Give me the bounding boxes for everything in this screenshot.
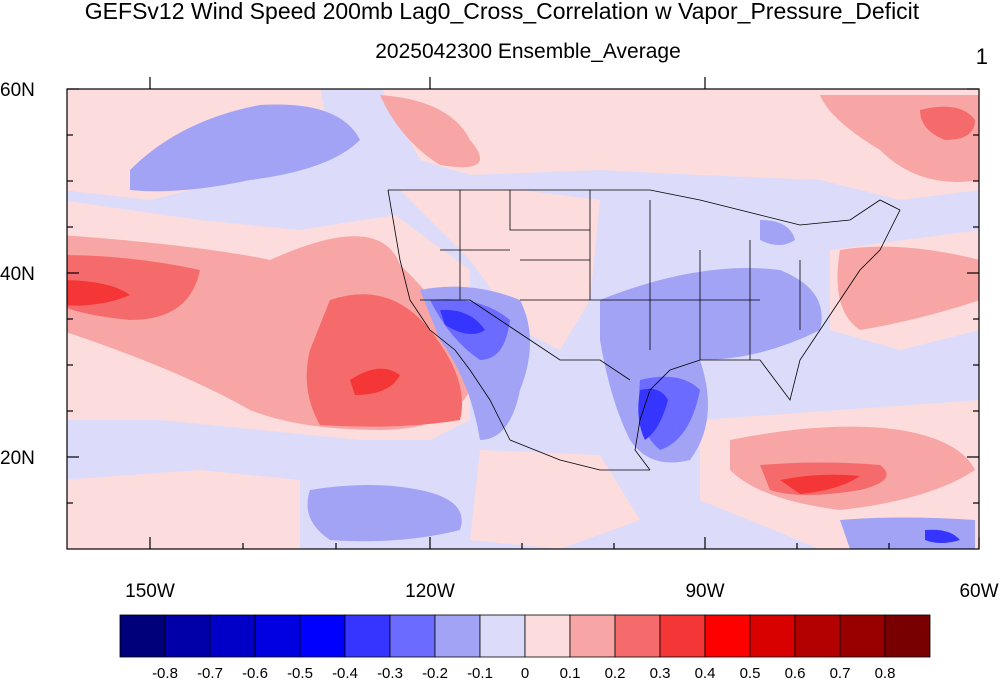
- colorbar-box: [839, 614, 886, 658]
- colorbar-box: [659, 614, 706, 658]
- colorbar-label: 0.1: [560, 665, 581, 682]
- state-boundaries: [440, 190, 801, 360]
- colorbar-box: [794, 614, 841, 658]
- correlation-field: [67, 89, 979, 549]
- colorbar-box: [119, 614, 166, 658]
- lon-label-150w: 150W: [125, 581, 175, 602]
- field-negative-moderate: [307, 485, 462, 542]
- lat-label-40n: 40N: [0, 264, 35, 285]
- colorbar-label: -0.3: [377, 665, 403, 682]
- axis-ticks: [67, 77, 980, 549]
- colorbar-label: 0.7: [830, 665, 851, 682]
- colorbar-box: [389, 614, 436, 658]
- colorbar-label: -0.5: [287, 665, 313, 682]
- field-positive-weak: [67, 470, 300, 549]
- chart-subtitle: 2025042300 Ensemble_Average: [375, 40, 681, 63]
- colorbar-box: [704, 614, 751, 658]
- colorbar-box: [884, 614, 931, 658]
- colorbar-label: -0.1: [467, 665, 493, 682]
- field-positive-strong: [67, 255, 200, 320]
- colorbar-box: [434, 614, 481, 658]
- field-positive-core: [67, 280, 130, 306]
- colorbar-label: -0.8: [152, 665, 178, 682]
- field-negative-moderate: [840, 517, 975, 549]
- colorbar-label: -0.2: [422, 665, 448, 682]
- colorbar-box: [209, 614, 256, 658]
- colorbar-label: -0.7: [197, 665, 223, 682]
- colorbar-label: 0.8: [875, 665, 896, 682]
- field-negative-core: [925, 529, 960, 543]
- colorbar-box: [479, 614, 526, 658]
- border-us-mexico: [420, 299, 631, 381]
- chart-title: GEFSv12 Wind Speed 200mb Lag0_Cross_Corr…: [84, 0, 920, 24]
- lat-label-60n: 60N: [0, 80, 35, 101]
- field-positive-weak: [381, 89, 979, 200]
- lat-label-20n: 20N: [0, 448, 35, 469]
- geographic-boundaries: [387, 189, 901, 471]
- field-negative-core: [440, 309, 485, 334]
- field-positive-core: [350, 368, 400, 395]
- colorbar-label: 0.5: [740, 665, 761, 682]
- colorbar-label: 0.6: [785, 665, 806, 682]
- field-positive-moderate: [380, 95, 480, 168]
- field-positive-strong: [920, 106, 975, 140]
- lon-label-90w: 90W: [685, 581, 724, 602]
- colorbar-label: -0.4: [332, 665, 358, 682]
- colorbar: [119, 614, 931, 658]
- colorbar-label: -0.6: [242, 665, 268, 682]
- coastline-mexico: [509, 439, 650, 471]
- panel-number: 1: [975, 44, 988, 69]
- colorbar-label: 0.4: [695, 665, 716, 682]
- colorbar-box: [749, 614, 796, 658]
- colorbar-labels: -0.8 -0.7 -0.6 -0.5 -0.4 -0.3 -0.2 -0.1 0 0.1 0.2 0…: [152, 665, 895, 682]
- coastline-us: [388, 189, 901, 471]
- lon-label-120w: 120W: [405, 581, 455, 602]
- coastline-west: [387, 189, 511, 441]
- field-positive-weak: [470, 450, 640, 549]
- colorbar-box: [164, 614, 211, 658]
- colorbar-box: [344, 614, 391, 658]
- colorbar-label: 0.3: [650, 665, 671, 682]
- field-positive-moderate: [837, 246, 979, 330]
- colorbar-box: [254, 614, 301, 658]
- colorbar-box: [524, 614, 571, 658]
- colorbar-label: 0.2: [605, 665, 626, 682]
- field-negative-moderate: [130, 104, 360, 192]
- field-positive-core: [780, 474, 860, 494]
- colorbar-box: [569, 614, 616, 658]
- colorbar-label: 0: [521, 665, 529, 682]
- colorbar-box: [299, 614, 346, 658]
- colorbar-box: [614, 614, 661, 658]
- lon-label-60w: 60W: [959, 581, 998, 602]
- field-negative-moderate: [760, 220, 795, 245]
- field-positive-strong: [306, 294, 462, 427]
